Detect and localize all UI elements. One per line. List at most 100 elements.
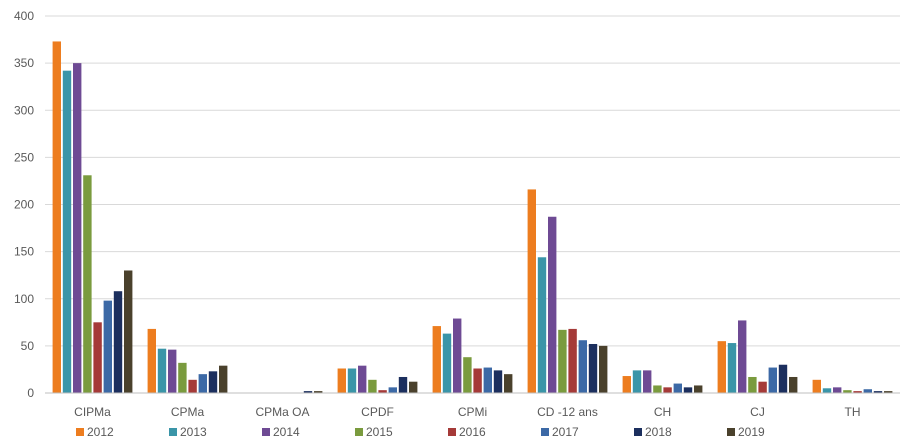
x-tick-label: CJ <box>750 405 765 419</box>
bar <box>347 368 357 393</box>
bar <box>198 374 207 393</box>
bar <box>73 63 82 394</box>
x-tick-label: CPMi <box>458 405 487 419</box>
bar <box>527 189 536 393</box>
bar <box>683 387 693 393</box>
bar <box>863 389 872 393</box>
bar <box>758 381 767 393</box>
y-tick-label: 350 <box>14 56 34 70</box>
x-tick-label: CD -12 ans <box>537 405 598 419</box>
bars <box>52 41 893 394</box>
bar <box>303 391 313 393</box>
bar <box>833 387 842 393</box>
legend-swatch <box>727 428 735 436</box>
bar <box>113 291 123 393</box>
bar <box>568 328 577 393</box>
bar <box>398 376 408 393</box>
bar <box>812 379 821 393</box>
bar <box>843 390 852 393</box>
y-tick-label: 50 <box>21 339 35 353</box>
x-tick-label: CH <box>654 405 671 419</box>
legend-label: 2015 <box>366 425 393 439</box>
x-tick-label: CIPMa <box>74 405 111 419</box>
bar <box>453 318 462 393</box>
bar <box>632 370 642 393</box>
x-tick-label: CPMa <box>171 405 205 419</box>
legend-swatch <box>262 428 270 436</box>
y-tick-label: 200 <box>14 198 34 212</box>
bar <box>473 368 482 393</box>
bar <box>663 387 672 393</box>
x-tick-label: CPDF <box>361 405 394 419</box>
bar <box>789 376 798 393</box>
bar <box>717 341 726 393</box>
axes: 0 50 100 150 200 250 300 350 400 CIPMa CPMa CPMa OA… <box>14 9 900 419</box>
bar <box>208 371 218 393</box>
bar <box>52 41 61 393</box>
bar <box>504 374 513 393</box>
bar <box>537 257 547 393</box>
legend-swatch <box>76 428 84 436</box>
bar <box>694 385 703 393</box>
legend-swatch <box>169 428 177 436</box>
bar <box>588 343 598 393</box>
bar <box>738 320 747 393</box>
bar <box>409 381 418 393</box>
legend-label: 2019 <box>738 425 765 439</box>
bar <box>558 329 567 393</box>
bar <box>432 326 441 393</box>
bar <box>884 391 893 393</box>
bar <box>62 70 72 394</box>
legend-label: 2016 <box>459 425 486 439</box>
bar <box>643 370 652 393</box>
bar <box>157 348 167 393</box>
y-tick-label: 250 <box>14 150 34 164</box>
legend-swatch <box>448 428 456 436</box>
legend-label: 2018 <box>645 425 672 439</box>
bar <box>219 365 228 393</box>
x-tick-label: CPMa OA <box>255 405 309 419</box>
bar <box>822 388 832 393</box>
bar <box>442 333 452 393</box>
bar <box>124 270 133 393</box>
y-tick-label: 400 <box>14 9 34 23</box>
bar <box>188 379 197 393</box>
bar <box>314 391 323 393</box>
bar <box>463 357 472 393</box>
bar <box>358 365 367 393</box>
legend-label: 2012 <box>87 425 114 439</box>
y-tick-label: 0 <box>27 386 34 400</box>
bar <box>768 367 777 393</box>
bar <box>93 322 102 393</box>
bar <box>378 390 387 393</box>
bar <box>653 385 662 393</box>
x-tick-label: TH <box>845 405 861 419</box>
bar <box>599 345 608 394</box>
legend-swatch <box>541 428 549 436</box>
bar <box>83 175 92 393</box>
bar <box>622 376 631 393</box>
bar <box>727 343 737 393</box>
bar <box>483 367 492 393</box>
bar <box>493 370 503 393</box>
legend-swatch <box>355 428 363 436</box>
legend: 2012 2013 2014 2015 2016 2017 2018 2019 <box>76 425 765 439</box>
bar <box>853 391 862 393</box>
bar <box>673 383 682 393</box>
legend-label: 2017 <box>552 425 579 439</box>
y-tick-label: 100 <box>14 292 34 306</box>
legend-label: 2013 <box>180 425 207 439</box>
bar <box>147 328 156 393</box>
bar <box>873 391 883 393</box>
y-tick-label: 150 <box>14 245 34 259</box>
legend-label: 2014 <box>273 425 300 439</box>
bar <box>778 364 788 393</box>
bar <box>103 300 112 393</box>
bar <box>748 376 757 393</box>
gridlines <box>45 15 900 347</box>
bar <box>578 340 587 393</box>
bar <box>337 368 346 393</box>
bar <box>168 349 177 393</box>
